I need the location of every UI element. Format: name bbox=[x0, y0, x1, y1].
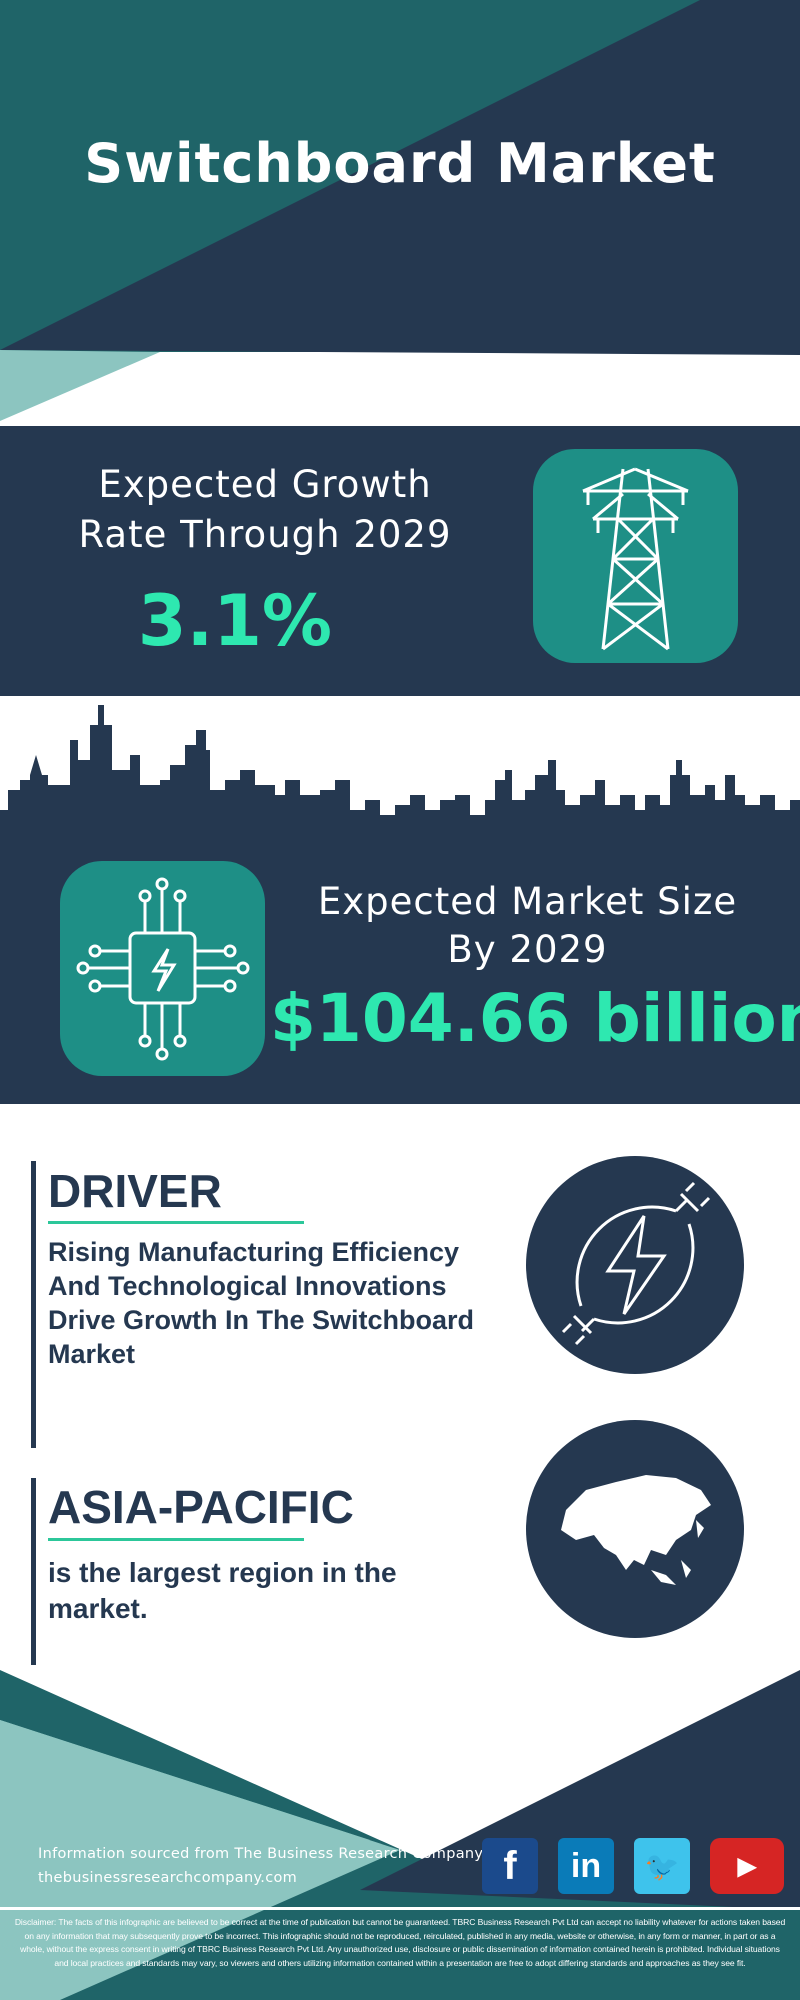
facebook-icon[interactable]: f bbox=[482, 1838, 538, 1894]
driver-text: Rising Manufacturing Efficiency And Tech… bbox=[48, 1237, 475, 1369]
region-underline bbox=[48, 1538, 304, 1541]
website-link[interactable]: thebusinessresearchcompany.com bbox=[38, 1870, 298, 1886]
youtube-icon[interactable]: ▶ bbox=[710, 1838, 784, 1894]
region-text: is the largest region in the market. bbox=[48, 1557, 397, 1624]
footer-background bbox=[0, 1670, 800, 2000]
header-background bbox=[0, 0, 800, 421]
source-text: Information sourced from The Business Re… bbox=[38, 1846, 484, 1862]
region-accent-bar bbox=[31, 1478, 36, 1665]
growth-label-line2: Rate Through 2029 bbox=[78, 513, 452, 556]
market-value: $104.66 billion bbox=[270, 980, 800, 1057]
growth-value: 3.1% bbox=[137, 580, 333, 662]
driver-heading: DRIVER bbox=[48, 1165, 222, 1217]
market-label-line2: By 2029 bbox=[447, 928, 608, 971]
market-label-line1: Expected Market Size bbox=[317, 880, 738, 923]
circuit-chip-icon bbox=[60, 861, 265, 1076]
page-title: Switchboard Market bbox=[84, 132, 716, 195]
power-plug-icon bbox=[526, 1156, 744, 1374]
power-tower-icon bbox=[533, 449, 738, 663]
asia-map-icon bbox=[526, 1420, 744, 1638]
driver-underline bbox=[48, 1221, 304, 1224]
twitter-icon[interactable]: 🐦 bbox=[634, 1838, 690, 1894]
city-skyline bbox=[0, 705, 800, 845]
disclaimer-text: Disclaimer: The facts of this infographi… bbox=[14, 1917, 786, 1968]
growth-label-line1: Expected Growth bbox=[98, 463, 432, 506]
driver-accent-bar bbox=[31, 1161, 36, 1448]
linkedin-icon[interactable]: in bbox=[558, 1838, 614, 1894]
region-heading: ASIA-PACIFIC bbox=[48, 1481, 354, 1533]
